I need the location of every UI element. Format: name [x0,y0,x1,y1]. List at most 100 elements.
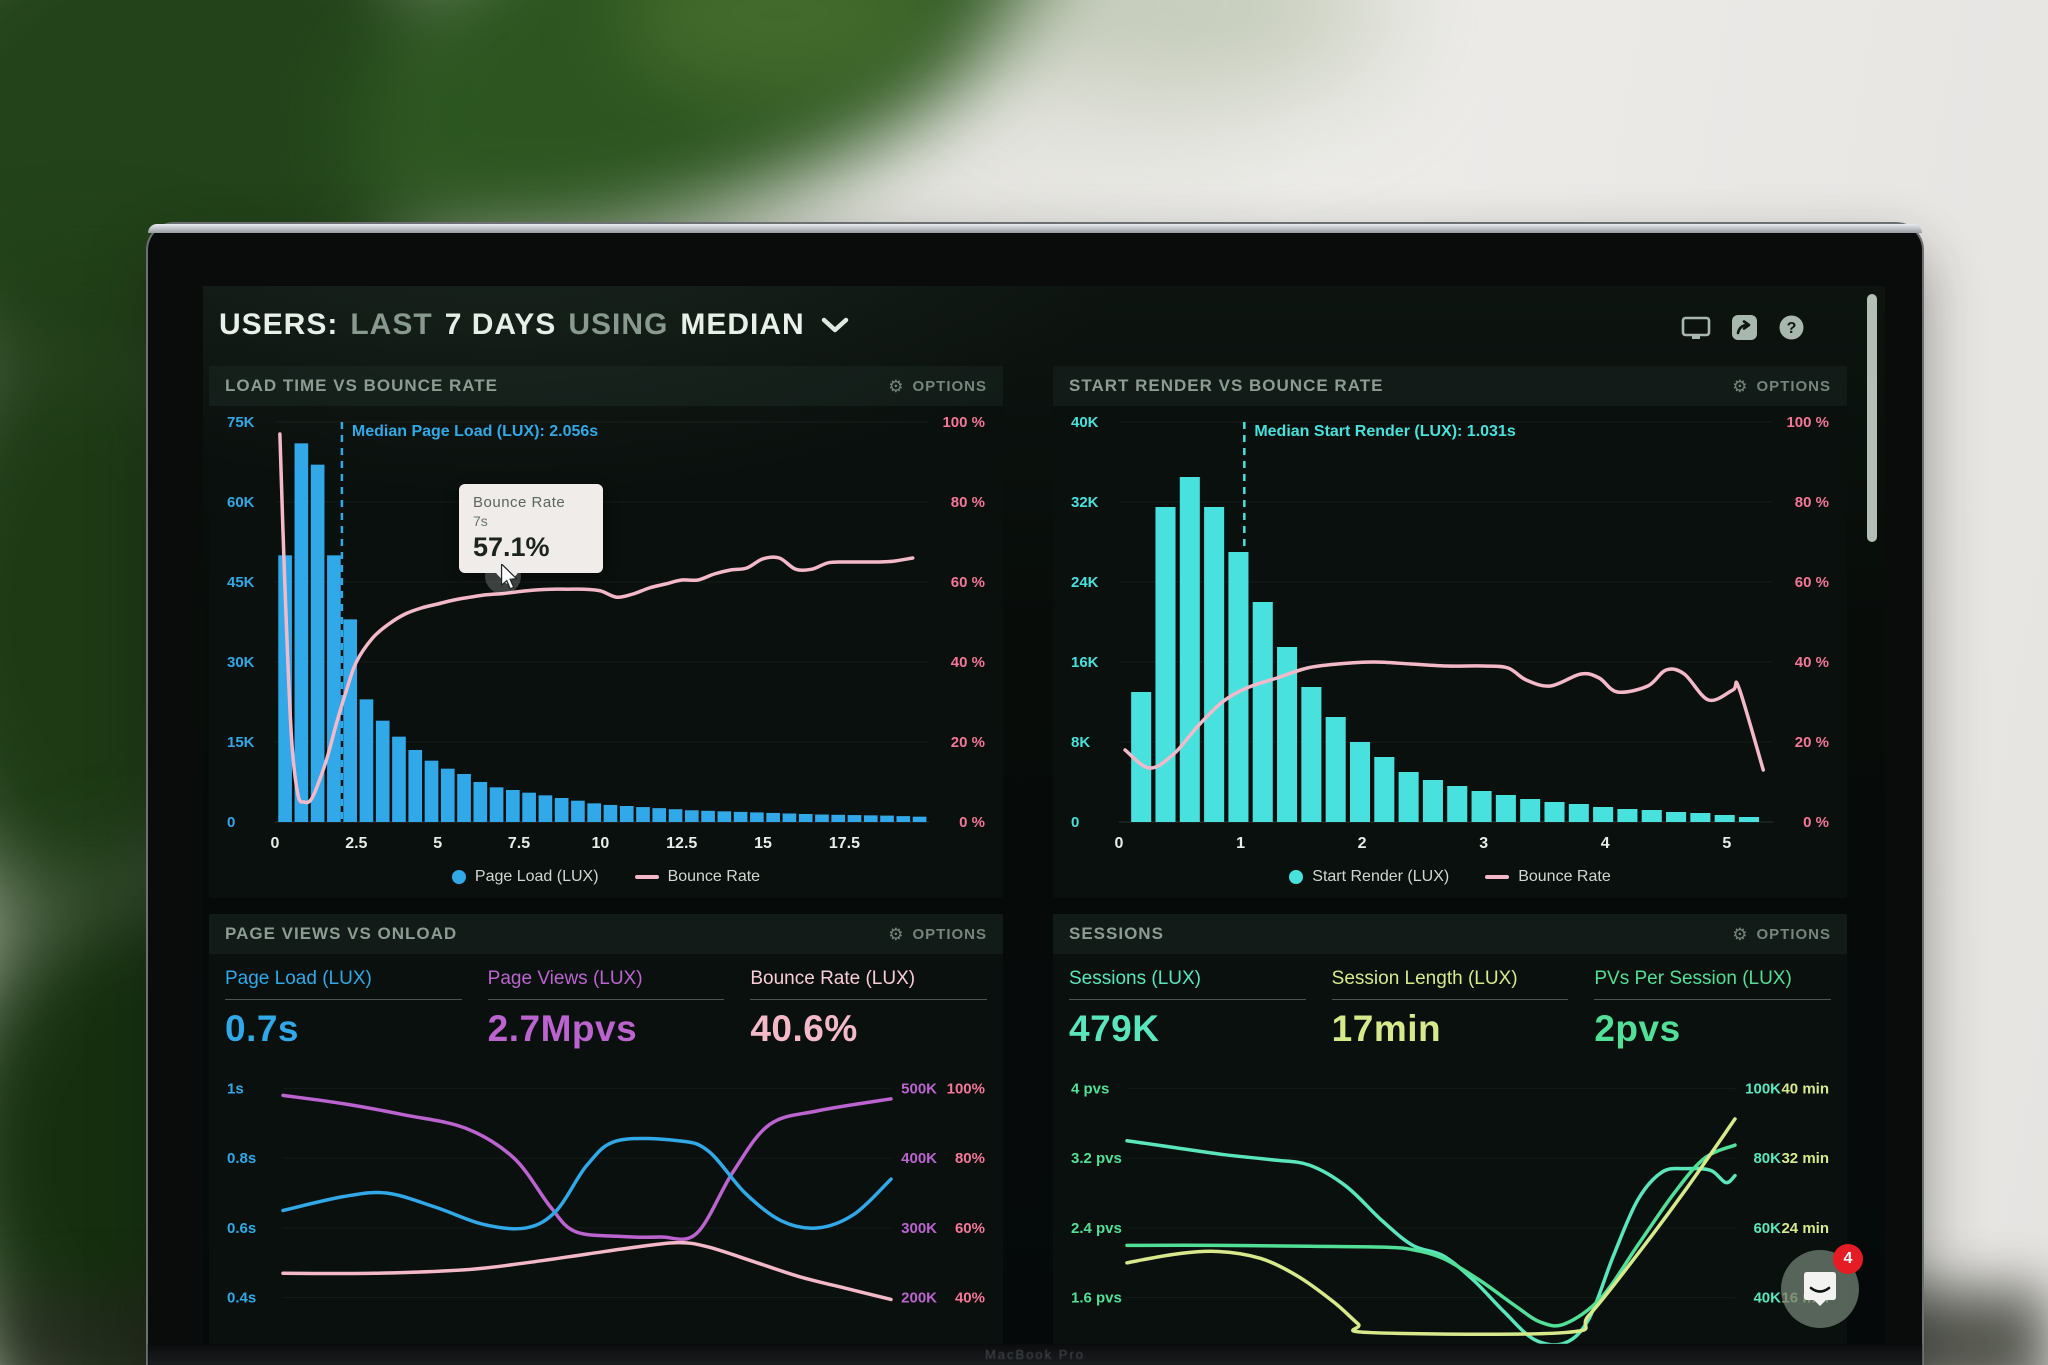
chart-legend: Page Load (LUX) Bounce Rate [225,868,987,886]
laptop: USERS: LAST 7 DAYS USING MEDIAN ? [148,224,1922,1365]
legend-dash-icon [1485,875,1510,879]
svg-text:0: 0 [271,835,280,852]
svg-text:0: 0 [227,814,235,831]
svg-text:60 %: 60 % [951,574,985,591]
panel-sessions: SESSIONS ⚙ OPTIONS Sessions (LUX) 479K S… [1053,914,1847,1344]
svg-text:8K: 8K [1071,734,1090,751]
help-icon[interactable]: ? [1778,314,1805,346]
svg-text:100 %: 100 % [1786,414,1829,431]
svg-text:2.4 pvs: 2.4 pvs [1071,1220,1122,1237]
svg-text:32K: 32K [1071,494,1099,511]
svg-text:1s: 1s [227,1080,244,1097]
svg-text:16K: 16K [1071,654,1099,671]
svg-text:10: 10 [591,835,609,852]
panel-title: PAGE VIEWS VS ONLOAD [225,924,458,943]
svg-text:?: ? [1787,320,1797,337]
laptop-hinge: MacBook Pro [148,1344,1922,1365]
gear-icon: ⚙ [1732,376,1749,396]
page-views-chart[interactable]: 1s 500K 100% 0.8s 400K 80% 0.6s 300K 60% 0.4s 200K… [225,1056,987,1344]
chevron-down-icon[interactable] [821,308,849,342]
svg-text:0: 0 [1115,835,1124,852]
chat-bubble-icon [1800,1271,1840,1314]
chat-widget-button[interactable]: 4 [1781,1244,1863,1328]
start-render-chart[interactable]: 40K 100 % 32K 80 % 24K 60 % 16K 40 % 8K 20 % 0 0 % 0… [1069,412,1831,864]
panel-page-views: PAGE VIEWS VS ONLOAD ⚙ OPTIONS Page Load… [209,914,1003,1344]
svg-text:32 min: 32 min [1781,1150,1829,1167]
svg-text:7.5: 7.5 [508,835,530,852]
options-button[interactable]: ⚙ OPTIONS [1732,376,1831,396]
scrollbar-thumb[interactable] [1867,294,1877,542]
options-button[interactable]: ⚙ OPTIONS [888,376,987,396]
metric-page-load: Page Load (LUX) 0.7s [225,968,462,1050]
panel-load-time: LOAD TIME VS BOUNCE RATE ⚙ OPTIONS 75K 10… [209,366,1003,898]
svg-text:40K: 40K [1753,1290,1781,1307]
metric-session-length: Session Length (LUX) 17min [1331,968,1569,1050]
svg-text:100 %: 100 % [942,414,985,431]
svg-text:40K: 40K [1071,414,1099,431]
metric-page-views: Page Views (LUX) 2.7Mpvs [487,968,725,1050]
svg-text:3.2 pvs: 3.2 pvs [1071,1150,1122,1167]
svg-text:0 %: 0 % [1803,814,1829,831]
title-users: USERS: [219,308,339,341]
panel-title: START RENDER VS BOUNCE RATE [1069,376,1384,395]
svg-text:200K: 200K [901,1290,937,1307]
laptop-rim [148,224,1922,233]
svg-text:300K: 300K [901,1220,937,1237]
svg-text:60 %: 60 % [1795,574,1829,591]
svg-text:5: 5 [1722,835,1731,852]
svg-text:24 min: 24 min [1781,1220,1829,1237]
svg-text:15K: 15K [227,734,255,751]
svg-text:100K: 100K [1745,1080,1781,1097]
gear-icon: ⚙ [1732,924,1749,944]
header-icon-bar: ? [1681,314,1805,346]
legend-dash-icon [634,875,659,879]
gear-icon: ⚙ [888,924,905,944]
svg-text:60K: 60K [1753,1220,1781,1237]
svg-text:80K: 80K [1753,1150,1781,1167]
svg-text:0: 0 [1071,814,1079,831]
sessions-chart[interactable]: 4 pvs 100K 40 min 3.2 pvs 80K 32 min 2.4 pvs 60… [1069,1056,1831,1344]
gear-icon: ⚙ [888,376,905,396]
svg-text:0.6s: 0.6s [227,1220,256,1237]
legend-dot-icon [1289,870,1304,884]
metric-bounce-rate: Bounce Rate (LUX) 40.6% [750,968,988,1050]
dashboard-title-dropdown[interactable]: USERS: LAST 7 DAYS USING MEDIAN [219,308,849,342]
legend-dot-icon [451,870,466,884]
notification-badge: 4 [1833,1244,1863,1274]
svg-text:2: 2 [1358,835,1367,852]
svg-text:20 %: 20 % [951,734,985,751]
metric-row: Sessions (LUX) 479K Session Length (LUX)… [1053,954,1847,1050]
metric-pvs-per-session: PVs Per Session (LUX) 2pvs [1594,968,1832,1050]
title-last: LAST [350,308,433,341]
svg-text:4 pvs: 4 pvs [1071,1080,1109,1097]
svg-text:80%: 80% [955,1150,985,1167]
load-time-chart[interactable]: 75K 100 % 60K 80 % 45K 60 % 30K 40 % 15K 20 % 0 0 %… [225,412,987,864]
svg-text:Median Page Load (LUX): 2.056s: Median Page Load (LUX): 2.056s [352,423,598,440]
share-icon[interactable] [1731,314,1758,346]
svg-text:17.5: 17.5 [829,835,860,852]
svg-text:30K: 30K [227,654,255,671]
svg-text:0.4s: 0.4s [227,1290,256,1307]
svg-text:1.6 pvs: 1.6 pvs [1071,1290,1122,1307]
svg-text:2.5: 2.5 [345,835,367,852]
svg-text:80 %: 80 % [951,494,985,511]
options-button[interactable]: ⚙ OPTIONS [1732,924,1831,944]
svg-text:40 min: 40 min [1781,1080,1829,1097]
svg-text:20 %: 20 % [1795,734,1829,751]
options-button[interactable]: ⚙ OPTIONS [888,924,987,944]
svg-text:12.5: 12.5 [666,835,697,852]
svg-text:100%: 100% [947,1080,985,1097]
svg-text:500K: 500K [901,1080,937,1097]
svg-text:45K: 45K [227,574,255,591]
metric-row: Page Load (LUX) 0.7s Page Views (LUX) 2.… [209,954,1003,1050]
display-icon[interactable] [1681,315,1711,346]
panel-start-render: START RENDER VS BOUNCE RATE ⚙ OPTIONS 40… [1053,366,1847,898]
svg-text:60%: 60% [955,1220,985,1237]
metric-sessions: Sessions (LUX) 479K [1069,968,1306,1050]
chart-legend: Start Render (LUX) Bounce Rate [1069,868,1831,886]
svg-text:1: 1 [1236,835,1245,852]
svg-text:0 %: 0 % [959,814,985,831]
title-median: MEDIAN [680,308,805,341]
svg-text:24K: 24K [1071,574,1099,591]
